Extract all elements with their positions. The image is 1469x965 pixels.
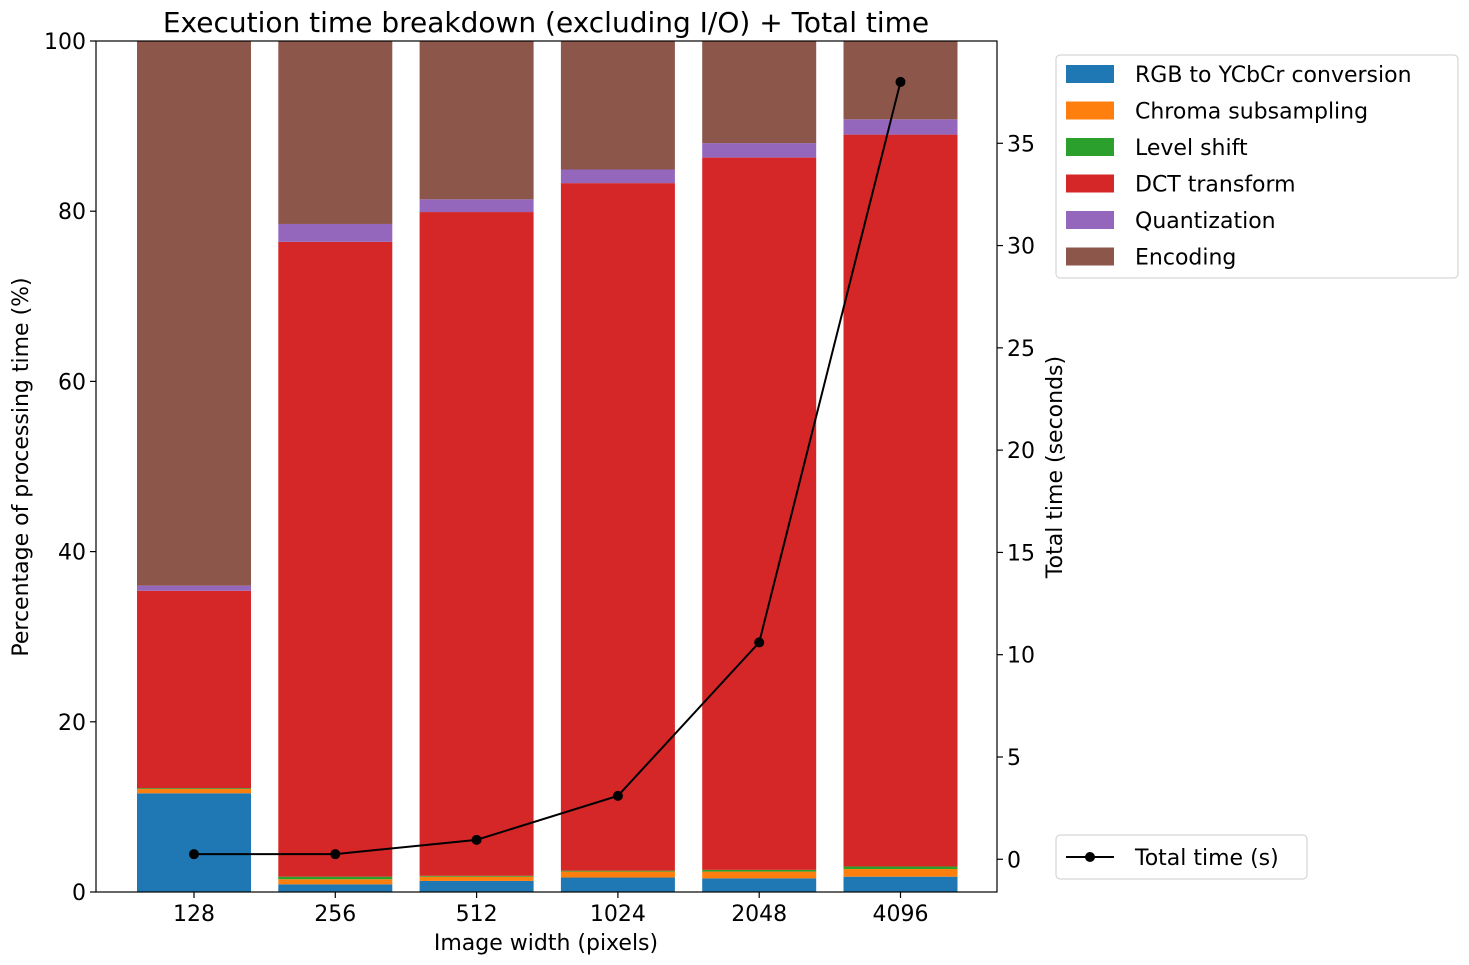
legend-swatch: [1066, 65, 1114, 83]
legend-label: RGB to YCbCr conversion: [1135, 63, 1412, 88]
plot-frame: [95, 40, 998, 893]
total-time-point: [895, 76, 906, 87]
bar-segment: [419, 875, 534, 877]
x-tick-label: 2048: [731, 902, 787, 927]
bar-segment: [560, 871, 675, 878]
chart-title: Execution time breakdown (excluding I/O)…: [163, 6, 929, 39]
x-tick-label: 1024: [590, 902, 646, 927]
bar-segment: [843, 119, 958, 135]
total-time-point: [612, 790, 623, 801]
line-legend: Total time (s): [1055, 834, 1308, 880]
y2-tick-label: 5: [1007, 746, 1021, 771]
total-time-line-layer: [189, 76, 906, 860]
bar-segment: [137, 789, 251, 794]
bars-layer: [137, 41, 958, 892]
bar-segment: [702, 878, 817, 892]
bar-segment: [419, 199, 534, 213]
bar-segment: [843, 869, 958, 877]
x-tick-label: 4096: [873, 902, 929, 927]
y-axis-label: Percentage of processing time (%): [9, 277, 34, 656]
y-tick-label: 20: [58, 711, 86, 736]
legend-frame: [1055, 54, 1459, 279]
bar-segment: [137, 41, 251, 586]
y2-tick-label: 0: [1007, 848, 1021, 873]
bar-segment: [702, 871, 817, 879]
bar-segment: [278, 884, 393, 892]
y-tick-label: 80: [58, 200, 86, 225]
y2-tick-label: 20: [1007, 439, 1035, 464]
bar-segment: [560, 183, 675, 871]
legend-swatch: [1066, 138, 1114, 156]
legend-swatch: [1066, 247, 1114, 266]
bar-segment: [560, 870, 675, 872]
series-legend: RGB to YCbCr conversion Chroma subsamplin…: [1055, 54, 1459, 279]
x-axis-ticks: 128 256 512 1024 2048 4096: [173, 892, 929, 927]
bar-segment: [278, 223, 393, 242]
bar-segment: [843, 134, 958, 867]
line-legend-marker: [1085, 852, 1095, 862]
legend-swatch: [1066, 174, 1114, 193]
bar-segment: [702, 41, 817, 144]
legend-label: Encoding: [1135, 246, 1236, 271]
bar-segment: [702, 869, 817, 872]
bar-segment: [137, 788, 251, 790]
x-tick-label: 128: [173, 902, 215, 927]
bar-segment: [278, 41, 393, 224]
y2-axis-label: Total time (seconds): [1043, 356, 1068, 579]
legend-label: DCT transform: [1135, 173, 1296, 198]
y2-tick-label: 25: [1007, 337, 1035, 362]
bar-segment: [278, 876, 393, 880]
line-legend-label: Total time (s): [1134, 846, 1279, 871]
total-time-point: [754, 637, 765, 648]
bar-segment: [419, 880, 534, 892]
bar-segment: [560, 169, 675, 184]
bar-segment: [278, 879, 393, 885]
bar-segment: [278, 241, 393, 877]
legend-swatch: [1066, 101, 1114, 120]
bar-segment: [560, 877, 675, 892]
total-time-line: [194, 81, 902, 856]
y2-tick-label: 30: [1007, 235, 1035, 260]
y2-axis-ticks: 0 5 10 15 20 25 30 35: [997, 132, 1035, 873]
bar-segment: [137, 590, 251, 789]
bar-segment: [419, 212, 534, 876]
y-tick-label: 60: [58, 370, 86, 395]
bar-segment: [702, 143, 817, 158]
total-time-point: [471, 834, 482, 845]
x-axis-label: Image width (pixels): [434, 931, 658, 956]
legend-swatch: [1066, 211, 1114, 229]
legend-label: Chroma subsampling: [1135, 100, 1368, 125]
y-axis-ticks: 0 20 40 60 80 100: [44, 30, 96, 906]
y-tick-label: 0: [72, 881, 86, 906]
bar-segment: [419, 876, 534, 881]
bar-segment: [137, 585, 251, 591]
bar-segment: [843, 866, 958, 870]
y-tick-label: 100: [44, 30, 86, 55]
y2-tick-label: 15: [1007, 541, 1035, 566]
legend-label: Level shift: [1135, 136, 1248, 161]
x-tick-label: 256: [314, 902, 356, 927]
x-tick-label: 512: [456, 902, 498, 927]
bar-segment: [702, 157, 817, 870]
y2-tick-label: 35: [1007, 132, 1035, 157]
line-legend-frame: [1055, 834, 1308, 880]
bar-segment: [419, 41, 534, 200]
bar-segment: [843, 876, 958, 892]
bar-segment: [137, 793, 251, 892]
total-time-point: [330, 849, 341, 860]
bar-segment: [560, 41, 675, 170]
y2-tick-label: 10: [1007, 644, 1035, 669]
y-tick-label: 40: [58, 541, 86, 566]
total-time-point: [189, 849, 199, 860]
legend-label: Quantization: [1135, 209, 1276, 234]
